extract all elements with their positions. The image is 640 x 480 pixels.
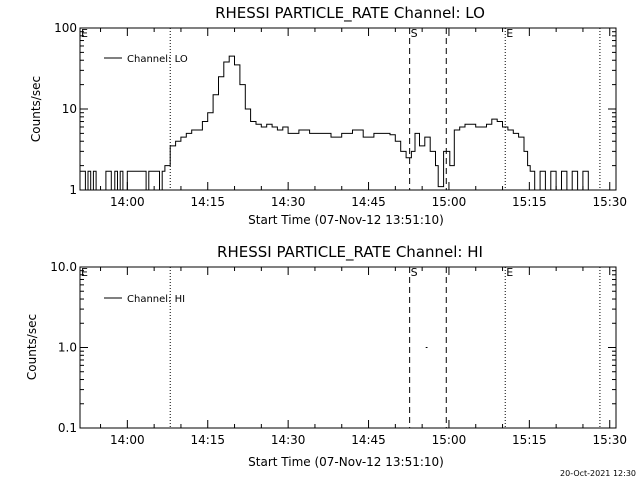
- lo-series-line: [80, 55, 589, 191]
- lo-plot-frame: [79, 27, 617, 191]
- hi-marker-label: E: [81, 266, 88, 279]
- lo-marker-label: E: [506, 27, 513, 40]
- lo-x-tick-label: 14:15: [190, 195, 225, 209]
- lo-y-tick-label: 100: [54, 21, 77, 35]
- lo-channel-panel: RHESSI PARTICLE_RATE Channel: LO 110100 …: [29, 4, 627, 227]
- lo-marker-label: E: [81, 27, 88, 40]
- hi-marker-label: E: [506, 266, 513, 279]
- hi-x-ticks: 14:00 14:15 14:30 14:45 15:00 15:15 15:30: [100, 267, 627, 447]
- lo-x-ticks: 14:00 14:15 14:30 14:45 15:00 15:15 15:30: [100, 28, 627, 209]
- hi-marker-label: S: [411, 266, 418, 279]
- hi-y-axis-label: Counts/sec: [25, 314, 39, 380]
- lo-x-tick-label: 15:15: [512, 195, 547, 209]
- lo-marker-label: S: [411, 27, 418, 40]
- lo-x-tick-label: 14:30: [271, 195, 306, 209]
- hi-y-ticks: 0.1 1.0 10.0: [50, 260, 616, 435]
- hi-y-tick-label: 1.0: [58, 341, 77, 355]
- hi-x-tick-label: 15:30: [592, 433, 627, 447]
- generation-timestamp: 20-Oct-2021 12:30: [560, 469, 636, 478]
- hi-x-axis-label: Start Time (07-Nov-12 13:51:10): [248, 455, 444, 469]
- hi-plot-frame: [79, 266, 617, 429]
- hi-x-tick-label: 14:15: [190, 433, 225, 447]
- lo-x-tick-label: 14:00: [110, 195, 145, 209]
- hi-x-tick-label: 15:00: [432, 433, 467, 447]
- lo-x-tick-label: 15:00: [432, 195, 467, 209]
- lo-x-tick-label: 15:30: [592, 195, 627, 209]
- hi-x-tick-label: 15:15: [512, 433, 547, 447]
- hi-chart-title: RHESSI PARTICLE_RATE Channel: HI: [217, 243, 483, 262]
- lo-y-tick-label: 10: [62, 102, 77, 116]
- hi-y-tick-label: 0.1: [58, 421, 77, 435]
- lo-y-tick-label: 1: [69, 183, 77, 197]
- lo-y-axis-label: Counts/sec: [29, 76, 43, 142]
- lo-x-tick-label: 14:45: [351, 195, 386, 209]
- hi-x-tick-label: 14:45: [351, 433, 386, 447]
- lo-y-ticks: 1 10 100: [54, 21, 616, 197]
- lo-x-axis-label: Start Time (07-Nov-12 13:51:10): [248, 213, 444, 227]
- hi-x-tick-label: 14:30: [271, 433, 306, 447]
- lo-series-group: [80, 55, 589, 191]
- lo-legend-label: Channel: LO: [127, 54, 188, 65]
- lo-chart-title: RHESSI PARTICLE_RATE Channel: LO: [215, 4, 485, 23]
- hi-legend-label: Channel: HI: [127, 294, 185, 305]
- hi-channel-panel: RHESSI PARTICLE_RATE Channel: HI 0.1 1.0 1…: [25, 243, 627, 469]
- hi-x-tick-label: 14:00: [110, 433, 145, 447]
- hi-y-tick-label: 10.0: [50, 260, 77, 274]
